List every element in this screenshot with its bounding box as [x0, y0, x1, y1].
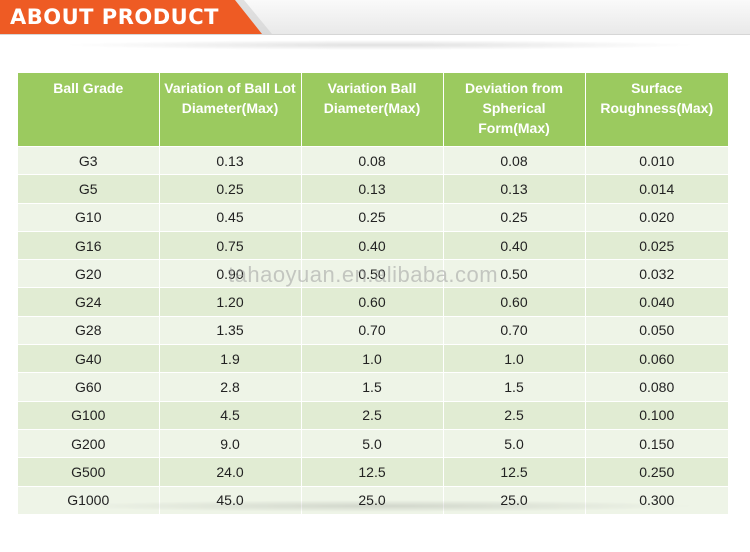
table-cell: 12.5 — [443, 457, 586, 487]
table-cell: 0.70 — [301, 315, 444, 345]
table-cell: 0.025 — [585, 230, 728, 260]
table-cell: 0.25 — [301, 202, 444, 232]
table-cell: 0.60 — [301, 287, 444, 317]
table-cell: 0.60 — [443, 287, 586, 317]
table-cell: 0.08 — [443, 145, 586, 175]
table-cell: 0.010 — [585, 145, 728, 175]
banner-tab — [0, 0, 262, 34]
table-cell: 1.20 — [159, 287, 302, 317]
table-cell: 0.080 — [585, 372, 728, 402]
table-cell: 0.100 — [585, 400, 728, 430]
table-header-row: Ball Grade Variation of Ball Lot Diamete… — [18, 73, 728, 147]
table-cell: 0.25 — [443, 202, 586, 232]
table-cell: G10 — [18, 202, 160, 232]
table-cell: 0.13 — [159, 145, 302, 175]
table-cell: 0.40 — [301, 230, 444, 260]
header-surface-roughness: Surface Roughness(Max) — [585, 73, 728, 147]
table-cell: 0.90 — [159, 259, 302, 288]
table-cell: 5.0 — [301, 428, 444, 458]
table-row: G60 2.8 1.5 1.5 0.080 — [18, 372, 728, 402]
table-cell: G100 — [18, 400, 160, 430]
table-cell: 5.0 — [443, 428, 586, 458]
table-cell: 1.5 — [443, 372, 586, 402]
table-cell: 0.25 — [159, 174, 302, 204]
table-cell: 0.300 — [585, 485, 728, 514]
table-row: G200 9.0 5.0 5.0 0.150 — [18, 428, 728, 458]
table-cell: 1.9 — [159, 344, 302, 373]
table-cell: 1.0 — [443, 344, 586, 373]
table-cell: 0.50 — [301, 259, 444, 288]
table-cell: G20 — [18, 259, 160, 288]
header-ball-diameter-variation: Variation Ball Diameter(Max) — [301, 73, 444, 147]
bottom-shadow — [60, 500, 700, 512]
table-cell: 0.40 — [443, 230, 586, 260]
header-spherical-deviation: Deviation from Spherical Form(Max) — [443, 73, 586, 147]
table-row: G5 0.25 0.13 0.13 0.014 — [18, 174, 728, 204]
table-row: G16 0.75 0.40 0.40 0.025 — [18, 230, 728, 260]
table-cell: 0.060 — [585, 344, 728, 373]
table-cell: 0.032 — [585, 259, 728, 288]
table-cell: G5 — [18, 174, 160, 204]
table-row: G10 0.45 0.25 0.25 0.020 — [18, 202, 728, 232]
table-cell: G60 — [18, 372, 160, 402]
table-cell: G16 — [18, 230, 160, 260]
table-cell: 2.8 — [159, 372, 302, 402]
spec-table-container: Ball Grade Variation of Ball Lot Diamete… — [18, 73, 728, 514]
table-row: G24 1.20 0.60 0.60 0.040 — [18, 287, 728, 317]
table-cell: 1.35 — [159, 315, 302, 345]
header-ball-grade: Ball Grade — [18, 73, 160, 147]
table-row: G500 24.0 12.5 12.5 0.250 — [18, 457, 728, 487]
table-cell: 12.5 — [301, 457, 444, 487]
table-cell: 25.0 — [301, 485, 444, 514]
table-cell: 4.5 — [159, 400, 302, 430]
table-cell: 0.13 — [443, 174, 586, 204]
table-row: G3 0.13 0.08 0.08 0.010 — [18, 145, 728, 175]
banner-title: ABOUT PRODUCT — [10, 5, 219, 29]
table-row: G20 0.90 0.50 0.50 0.032 — [18, 259, 728, 288]
table-row: G100045.025.025.00.300 — [18, 485, 728, 514]
table-cell: 0.08 — [301, 145, 444, 175]
table-row: G40 1.9 1.0 1.0 0.060 — [18, 344, 728, 373]
table-cell: G28 — [18, 315, 160, 345]
table-cell: G500 — [18, 457, 160, 487]
table-cell: G3 — [18, 145, 160, 175]
table-cell: 0.70 — [443, 315, 586, 345]
table-cell: 0.050 — [585, 315, 728, 345]
table-row: G28 1.35 0.70 0.70 0.050 — [18, 315, 728, 345]
table-cell: 25.0 — [443, 485, 586, 514]
table-cell: 1.5 — [301, 372, 444, 402]
table-cell: 0.50 — [443, 259, 586, 288]
table-cell: 9.0 — [159, 428, 302, 458]
table-cell: G40 — [18, 344, 160, 373]
table-cell: G200 — [18, 428, 160, 458]
table-cell: 0.014 — [585, 174, 728, 204]
table-cell: 0.13 — [301, 174, 444, 204]
table-cell: 1.0 — [301, 344, 444, 373]
table-cell: 0.150 — [585, 428, 728, 458]
table-row: G100 4.5 2.5 2.5 0.100 — [18, 400, 728, 430]
header-lot-diameter-variation: Variation of Ball Lot Diameter(Max) — [159, 73, 302, 147]
table-cell: G24 — [18, 287, 160, 317]
spec-table: Ball Grade Variation of Ball Lot Diamete… — [18, 73, 728, 514]
divider-shadow — [60, 40, 700, 50]
table-cell: 24.0 — [159, 457, 302, 487]
table-cell: G1000 — [18, 485, 160, 514]
table-cell: 0.020 — [585, 202, 728, 232]
table-cell: 0.45 — [159, 202, 302, 232]
table-cell: 2.5 — [443, 400, 586, 430]
table-cell: 0.250 — [585, 457, 728, 487]
table-cell: 0.75 — [159, 230, 302, 260]
table-cell: 2.5 — [301, 400, 444, 430]
table-cell: 0.040 — [585, 287, 728, 317]
table-cell: 45.0 — [159, 485, 302, 514]
